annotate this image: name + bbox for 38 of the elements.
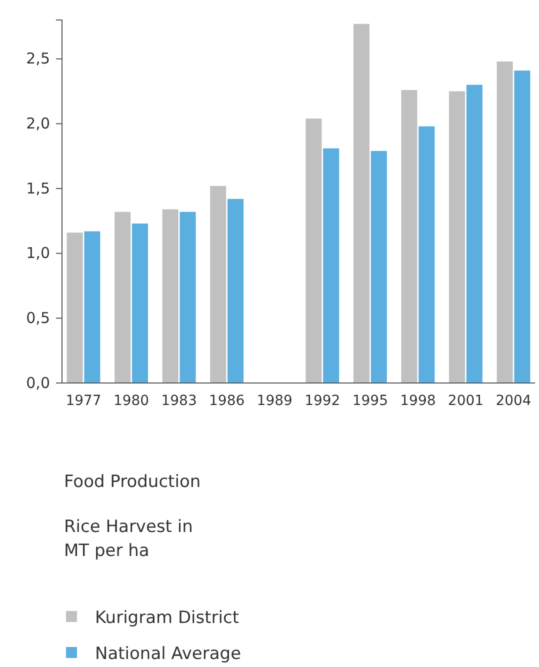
x-tick-label: 1977 (66, 392, 102, 409)
text: Food Production (64, 472, 201, 492)
y-tick-label: 1,5 (26, 179, 50, 198)
x-tick-label: 1986 (209, 392, 245, 409)
legend-label: National Average (95, 644, 242, 664)
bar (353, 24, 370, 383)
y-tick-label: 0,5 (26, 308, 50, 327)
bar (370, 150, 387, 383)
bar (132, 224, 148, 383)
bar (306, 118, 322, 383)
y-tick-label: 2,5 (26, 50, 50, 68)
bar (228, 198, 244, 383)
text: Rice Harvest in MT per ha (64, 517, 193, 561)
bar (66, 232, 83, 383)
x-tick-label: 1980 (113, 392, 150, 409)
x-tick-label: 1989 (256, 392, 292, 409)
y-tick-label: 1,0 (26, 244, 50, 262)
x-tick-label: 1983 (161, 392, 197, 409)
bar (496, 61, 513, 383)
bar (114, 212, 131, 383)
bar (466, 84, 482, 383)
bar (323, 148, 340, 383)
bar (418, 126, 435, 383)
bar (514, 70, 530, 383)
bar (84, 231, 100, 383)
x-tick-label: 1992 (304, 392, 340, 409)
x-tick-label: 1998 (400, 392, 436, 409)
bar (162, 209, 178, 383)
x-tick-label: 1995 (352, 392, 388, 409)
bar (210, 186, 226, 383)
legend-label: Kurigram District (95, 608, 240, 628)
bar (180, 212, 196, 383)
x-tick-label: 2004 (496, 392, 532, 409)
bar (449, 91, 466, 383)
y-tick-label: 2,0 (26, 114, 50, 133)
bar (401, 90, 418, 383)
y-tick-label: 0,0 (26, 374, 50, 392)
x-tick-label: 2001 (448, 392, 484, 409)
